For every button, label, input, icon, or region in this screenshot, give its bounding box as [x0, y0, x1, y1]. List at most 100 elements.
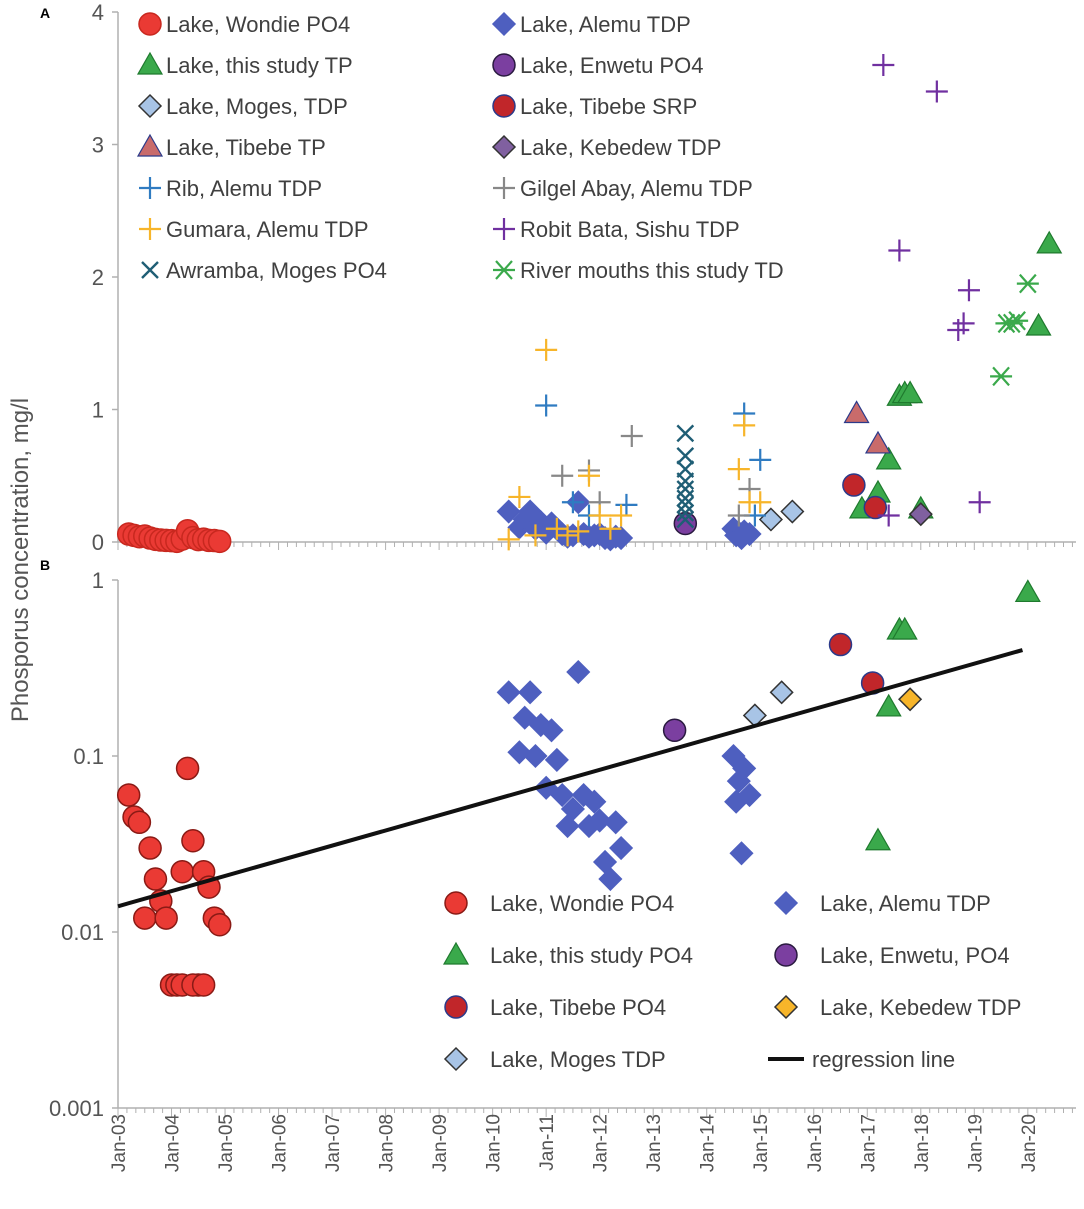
point-b-lake-wondie-po4 — [181, 828, 205, 853]
series-a-awramba-moges-po4 — [676, 424, 695, 529]
point-b-lake-alemu-tdp — [721, 743, 746, 769]
point-b-lake-kebedew-tdp — [898, 687, 923, 712]
point-a-gumara-alemu-tdp — [749, 491, 772, 514]
point-b-lake-alemu-tdp — [523, 743, 548, 769]
legend-a-label: Lake, Alemu TDP — [520, 12, 691, 37]
legend-a-label: Lake, Kebedew TDP — [520, 135, 721, 160]
point-a-river-mouths-this-study-td — [1016, 273, 1039, 294]
point-b-lake-wondie-po4 — [138, 836, 162, 860]
x-tick-label: Jan-07 — [323, 1114, 344, 1172]
point-b-lake-wondie-po4 — [127, 810, 152, 835]
y-tick-label-a: 0 — [92, 530, 104, 555]
x-tick-label: Jan-08 — [377, 1114, 398, 1172]
legend-a: Lake, Wondie PO4 Lake, Alemu TDP Lake, thi… — [136, 11, 784, 283]
legend-a-marker-lake-kebedew-tdp — [491, 134, 517, 160]
series-b-lake-moges-tdp — [742, 680, 794, 728]
point-a-gumara-alemu-tdp — [524, 524, 547, 547]
legend-a-marker-gumara-alemu-tdp — [139, 218, 161, 240]
point-a-robit-bata-sishu-tdp — [872, 54, 895, 76]
point-a-gumara-alemu-tdp — [508, 485, 531, 508]
point-a-gilgel-abay-alemu-tdp — [551, 464, 574, 487]
x-tick-label: Jan-03 — [109, 1114, 130, 1172]
x-tick-label: Jan-12 — [591, 1114, 612, 1172]
point-a-gilgel-abay-alemu-tdp — [620, 425, 643, 447]
x-tick-label: Jan-14 — [698, 1114, 719, 1173]
point-b-lake-alemu-tdp — [566, 659, 591, 685]
x-tick-label: Jan-19 — [965, 1114, 986, 1172]
point-b-lake-alemu-tdp — [560, 796, 585, 822]
point-b-lake-tibebe-po4 — [828, 632, 853, 657]
point-a-gumara-alemu-tdp — [610, 504, 633, 527]
legend-a-label: Lake, Tibebe SRP — [520, 94, 697, 119]
point-b-lake-alemu-tdp — [496, 680, 521, 705]
point-a-rib-alemu-tdp — [535, 394, 558, 417]
legend-b-label: Lake, Alemu TDP — [820, 891, 991, 916]
point-a-gumara-alemu-tdp — [497, 528, 520, 551]
point-a-lake-alemu-tdp — [496, 499, 521, 524]
legend-a-label: Gilgel Abay, Alemu TDP — [520, 176, 753, 201]
point-b-lake-alemu-tdp — [603, 810, 628, 835]
point-a-lake-this-study-tp — [897, 380, 924, 404]
point-a-gumara-alemu-tdp — [535, 338, 558, 361]
x-tick-label: Jan-18 — [912, 1114, 933, 1172]
y-axis-label: Phosporus concentration, mg/l — [7, 398, 34, 722]
point-a-lake-this-study-tp — [875, 446, 902, 470]
x-tick-label: Jan-05 — [216, 1114, 237, 1172]
point-a-awramba-moges-po4 — [676, 504, 695, 522]
point-b-lake-enwetu-po4 — [662, 718, 687, 743]
series-a-river-mouths-this-study-td — [990, 273, 1039, 387]
point-a-robit-bata-sishu-tdp — [888, 239, 911, 262]
point-b-lake-wondie-po4 — [116, 783, 141, 807]
point-a-awramba-moges-po4 — [676, 489, 695, 508]
point-a-rib-alemu-tdp — [749, 448, 772, 471]
point-a-awramba-moges-po4 — [676, 510, 695, 529]
x-tick-label: Jan-15 — [751, 1114, 772, 1172]
y-tick-label-b: 0.1 — [73, 744, 104, 769]
point-a-lake-alemu-tdp — [737, 521, 762, 547]
legend-b-marker-lake-wondie-po4 — [444, 891, 468, 915]
series-a-lake-kebedew-tdp — [908, 502, 933, 527]
point-a-awramba-moges-po4 — [676, 472, 695, 490]
point-a-river-mouths-this-study-td — [990, 366, 1013, 387]
panel-label-a: A — [40, 5, 50, 21]
legend-a-marker-lake-enwetu-po4 — [492, 53, 516, 77]
point-a-lake-tibebe-tp — [843, 400, 870, 424]
point-a-gumara-alemu-tdp — [599, 517, 622, 540]
point-a-lake-moges-tdp — [780, 499, 805, 524]
point-b-lake-alemu-tdp — [729, 841, 754, 866]
point-a-lake-this-study-tp — [1036, 230, 1063, 254]
regression-line — [117, 648, 1024, 909]
point-b-lake-alemu-tdp — [598, 866, 623, 892]
point-b-lake-alemu-tdp — [518, 680, 543, 705]
y-tick-label-a: 2 — [92, 265, 104, 290]
point-b-lake-alemu-tdp — [587, 808, 612, 833]
series-a-robit-bata-sishu-tdp — [872, 54, 991, 527]
series-b-lake-wondie-po4 — [116, 756, 232, 997]
point-b-lake-moges-tdp — [769, 680, 794, 705]
legend-b-marker-lake-alemu-tdp — [773, 890, 799, 916]
point-b-lake-alemu-tdp — [609, 835, 634, 861]
point-a-awramba-moges-po4 — [676, 424, 695, 443]
point-b-lake-wondie-po4 — [191, 973, 216, 997]
legend-a-label: Lake, Tibebe TP — [166, 135, 326, 160]
y-tick-label-a: 1 — [92, 398, 104, 423]
point-b-lake-alemu-tdp — [512, 705, 537, 730]
legend-a-label: Rib, Alemu TDP — [166, 176, 322, 201]
y-tick-label-a: 3 — [92, 133, 104, 158]
series-a-lake-this-study-tp — [848, 230, 1063, 519]
point-b-lake-this-study-po4 — [864, 827, 892, 851]
point-b-lake-this-study-po4 — [875, 693, 902, 717]
legend-b-label: Lake, Wondie PO4 — [490, 891, 674, 916]
legend-b-marker-lake-moges-tdp — [443, 1046, 469, 1072]
y-tick-label-a: 4 — [92, 0, 104, 25]
point-b-lake-wondie-po4 — [207, 912, 232, 937]
point-a-gumara-alemu-tdp — [727, 458, 750, 481]
x-tick-label: Jan-11 — [537, 1114, 558, 1171]
point-a-gilgel-abay-alemu-tdp — [727, 504, 750, 527]
legend-a-marker-lake-moges-tdp — [137, 93, 163, 119]
legend-a-marker-river-mouths-this-study-td — [493, 260, 515, 280]
point-b-lake-alemu-tdp — [550, 782, 575, 808]
legend-b-marker-lake-enwetu-po4 — [774, 943, 798, 967]
panel-label-b: B — [40, 557, 50, 573]
